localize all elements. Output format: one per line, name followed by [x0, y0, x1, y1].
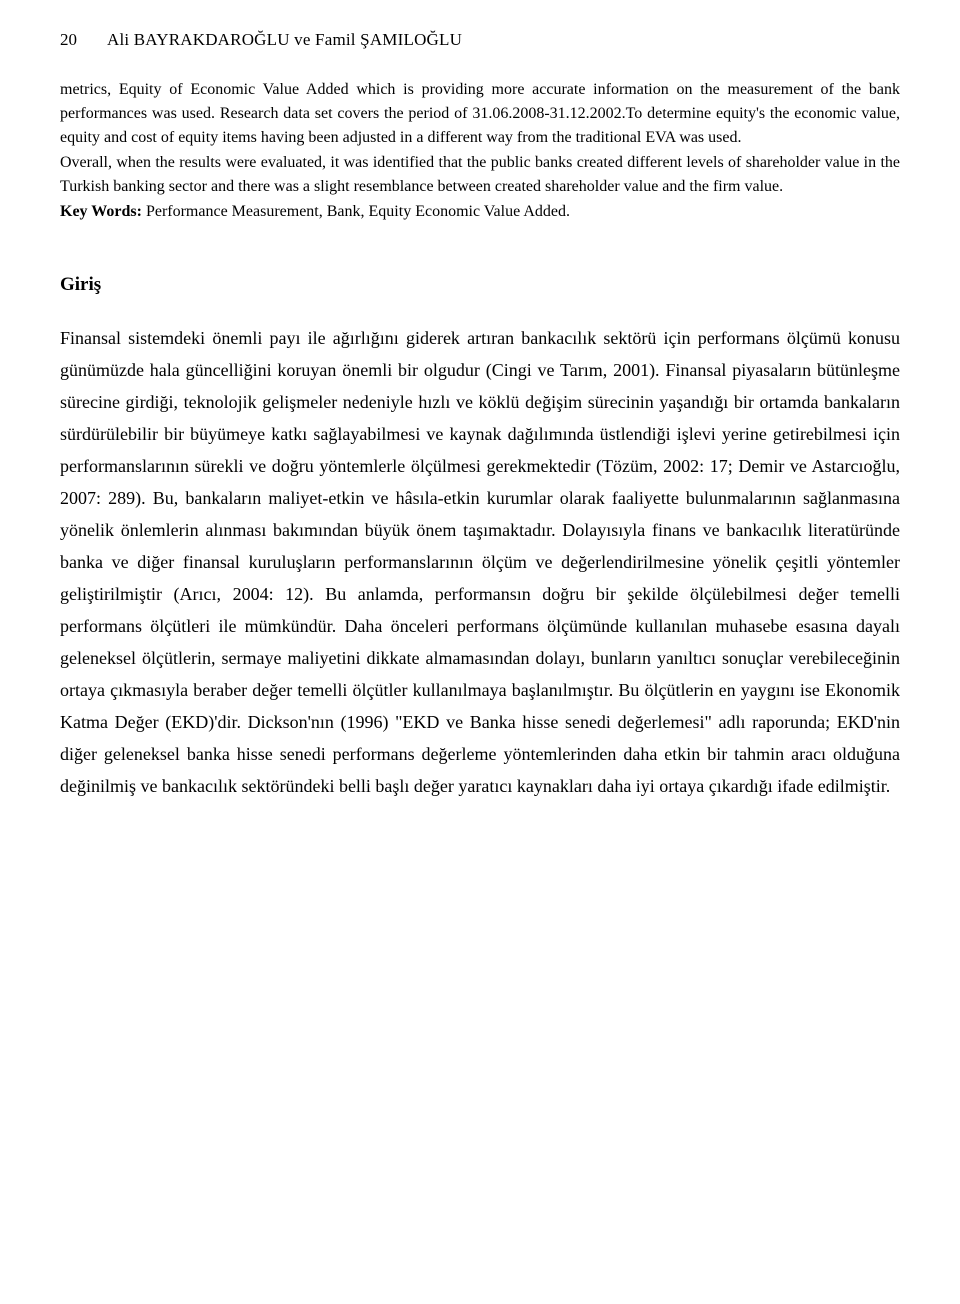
key-words-label: Key Words: [60, 203, 142, 220]
key-words-line: Key Words: Performance Measurement, Bank… [60, 200, 900, 224]
abstract-paragraph-1: metrics, Equity of Economic Value Added … [60, 78, 900, 150]
section-body: Finansal sistemdeki önemli payı ile ağır… [60, 322, 900, 802]
abstract-section: metrics, Equity of Economic Value Added … [60, 78, 900, 224]
page-header: 20 Ali BAYRAKDAROĞLU ve Famil ŞAMILOĞLU [60, 30, 900, 50]
author-names: Ali BAYRAKDAROĞLU ve Famil ŞAMILOĞLU [107, 30, 462, 50]
page-number: 20 [60, 30, 77, 50]
abstract-paragraph-2: Overall, when the results were evaluated… [60, 151, 900, 199]
key-words-value: Performance Measurement, Bank, Equity Ec… [142, 203, 570, 220]
section-heading: Giriş [60, 274, 900, 296]
